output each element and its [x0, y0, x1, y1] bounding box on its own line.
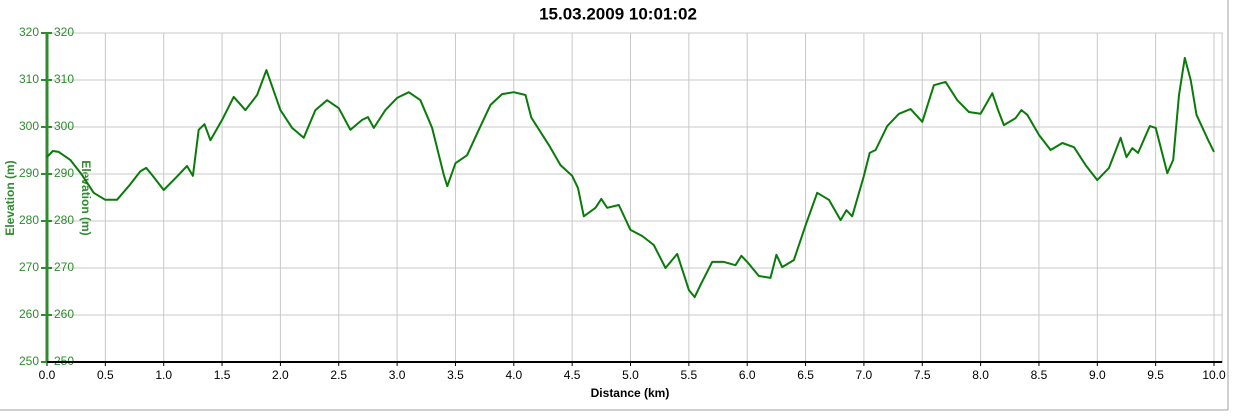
y2-tick-label: 260 [54, 307, 74, 321]
x-tick-label: 2.0 [272, 368, 289, 382]
y-tick-label: 260 [19, 307, 39, 321]
chart-title: 15.03.2009 10:01:02 [539, 4, 697, 23]
y2-tick-label: 320 [54, 25, 74, 39]
x-tick-label: 3.0 [389, 368, 406, 382]
x-tick-label: 5.5 [681, 368, 698, 382]
x-tick-label: 9.5 [1147, 368, 1164, 382]
y-tick-label: 250 [19, 354, 39, 368]
x-tick-label: 9.0 [1089, 368, 1106, 382]
x-tick-label: 6.5 [797, 368, 814, 382]
x-tick-label: 0.5 [97, 368, 114, 382]
y2-tick-label: 280 [54, 213, 74, 227]
x-tick-label: 4.0 [505, 368, 522, 382]
x-tick-label: 0.0 [39, 368, 56, 382]
y-tick-label: 290 [19, 166, 39, 180]
y2-tick-label: 270 [54, 260, 74, 274]
x-tick-label: 8.0 [972, 368, 989, 382]
x-tick-label: 5.0 [622, 368, 639, 382]
x-tick-label: 7.5 [914, 368, 931, 382]
x-tick-label: 8.5 [1031, 368, 1048, 382]
y2-tick-label: 300 [54, 119, 74, 133]
x-tick-label: 2.5 [330, 368, 347, 382]
y-tick-label: 280 [19, 213, 39, 227]
y-tick-label: 300 [19, 119, 39, 133]
x-tick-label: 10.0 [1202, 368, 1226, 382]
x-tick-label: 4.5 [564, 368, 581, 382]
y2-tick-label: 310 [54, 72, 74, 86]
elevation-line [46, 56, 1215, 299]
y-tick-label: 320 [19, 25, 39, 39]
x-tick-label: 3.5 [447, 368, 464, 382]
y2-axis-title: Elevation (m) [79, 160, 93, 235]
x-tick-label: 1.0 [155, 368, 172, 382]
x-tick-label: 7.0 [856, 368, 873, 382]
x-tick-label: 6.0 [739, 368, 756, 382]
y-tick-label: 310 [19, 72, 39, 86]
x-axis-title: Distance (km) [591, 386, 670, 400]
y-tick-label: 270 [19, 260, 39, 274]
y2-tick-label: 290 [54, 166, 74, 180]
y-axis-title: Elevation (m) [3, 160, 17, 235]
x-tick-label: 1.5 [214, 368, 231, 382]
